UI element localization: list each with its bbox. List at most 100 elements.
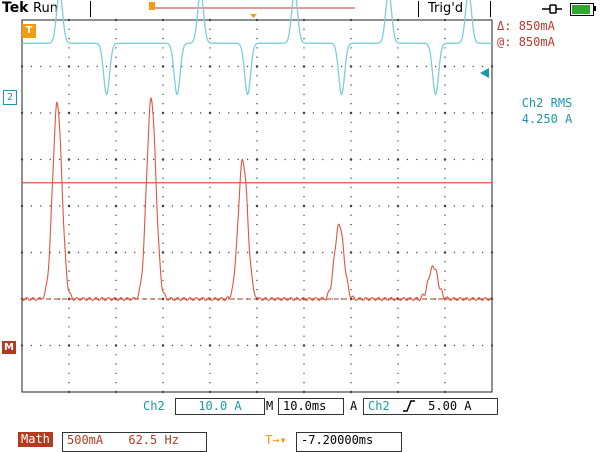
grid-dot: [162, 47, 164, 49]
grid-dot: [199, 158, 202, 161]
grid-dot: [256, 140, 258, 142]
grid-dot: [378, 251, 380, 254]
grid-dot: [20, 65, 24, 68]
math-label[interactable]: Math: [18, 432, 53, 447]
ch2-trigger-level-arrow-icon[interactable]: [480, 68, 490, 78]
grid-dot: [434, 344, 437, 347]
grid-dot: [275, 205, 277, 207]
grid-dot: [68, 168, 70, 170]
grid-dot: [162, 103, 164, 105]
grid-dot: [218, 158, 221, 161]
ch2-ground-marker[interactable]: 2: [3, 90, 17, 105]
grid-dot: [209, 37, 211, 40]
grid-dot: [303, 130, 305, 133]
grid-dot: [350, 56, 352, 58]
grid-dot: [171, 205, 174, 207]
grid-dot: [378, 158, 380, 161]
math-settings[interactable]: 500mA 62.5 Hz: [62, 432, 207, 452]
grid-dot: [444, 214, 446, 216]
timebase-value[interactable]: 10.0ms: [278, 398, 344, 415]
grid-dot: [425, 251, 427, 254]
grid-dot: [115, 121, 117, 124]
grid-dot: [444, 121, 446, 124]
grid-dot: [490, 158, 494, 161]
grid-dot: [303, 316, 305, 319]
grid-dot: [303, 47, 305, 49]
grid-dot: [49, 158, 51, 161]
grid-dot: [303, 233, 305, 235]
trigger-marker-icon[interactable]: T: [22, 24, 36, 38]
grid-dot: [209, 186, 211, 189]
grid-dot: [162, 93, 164, 96]
grid-dot: [199, 344, 202, 347]
grid-dot: [105, 112, 108, 114]
grid-dot: [444, 56, 446, 58]
grid-dot: [161, 297, 165, 301]
grid-dot: [481, 344, 484, 347]
ch2-label[interactable]: Ch2: [143, 399, 165, 413]
trigger-settings[interactable]: Ch2 5.00 A: [363, 398, 498, 415]
grid-dot: [397, 382, 399, 384]
grid-dot: [255, 344, 259, 347]
grid-dot: [275, 344, 277, 347]
grid-dot: [68, 261, 70, 263]
at-value: 850mA: [518, 35, 555, 49]
grid-dot: [162, 372, 164, 375]
grid-dot: [284, 344, 286, 347]
grid-dot: [209, 149, 211, 151]
grid-dot: [105, 251, 108, 254]
grid-dot: [190, 205, 192, 207]
grid-dot: [237, 112, 239, 114]
grid-dot: [472, 344, 474, 347]
grid-dot: [444, 28, 446, 30]
grid-dot: [256, 372, 258, 375]
grid-dot: [114, 251, 118, 254]
grid-dot: [162, 354, 164, 356]
grid-dot: [472, 251, 474, 254]
grid-dot: [350, 214, 352, 216]
grid-dot: [246, 344, 249, 347]
grid-dot: [397, 335, 399, 337]
grid-dot: [256, 149, 258, 151]
grid-dot: [114, 158, 118, 161]
grid-dot: [303, 289, 305, 291]
grid-dot: [87, 65, 89, 68]
grid-dot: [444, 326, 446, 328]
grid-dot: [209, 28, 211, 30]
grid-dot: [453, 65, 456, 68]
grid-dot: [255, 390, 259, 394]
ch2-scale[interactable]: 10.0 A: [175, 398, 265, 415]
grid-dot: [58, 112, 61, 114]
grid-dot: [162, 84, 164, 86]
math-ground-marker[interactable]: M: [2, 341, 16, 354]
grid-dot: [58, 251, 61, 254]
grid-dot: [115, 84, 117, 86]
grid-dot: [284, 251, 286, 254]
grid-dot: [369, 158, 371, 161]
grid-dot: [256, 177, 258, 179]
grid-dot: [359, 205, 362, 207]
horizontal-offset-value[interactable]: -7.20000ms: [296, 432, 402, 452]
grid-dot: [255, 251, 259, 254]
grid-dot: [463, 205, 465, 207]
grid-dot: [30, 158, 33, 161]
ch2-trace: [22, 0, 492, 96]
grid-dot: [208, 111, 212, 115]
grid-dot: [162, 130, 164, 133]
grid-dot: [68, 335, 70, 337]
grid-dot: [322, 344, 324, 347]
grid-dot: [369, 251, 371, 254]
grid-dot: [397, 261, 399, 263]
grid-dot: [463, 112, 465, 114]
grid-dot: [68, 75, 70, 77]
grid-dot: [115, 326, 117, 328]
grid-dot: [425, 205, 427, 207]
grid-dot: [397, 354, 399, 356]
grid-dot: [255, 18, 259, 22]
grid-dot: [293, 344, 296, 347]
grid-dot: [171, 251, 174, 254]
grid-dot: [303, 149, 305, 151]
grid-dot: [303, 56, 305, 58]
grid-dot: [209, 289, 211, 291]
